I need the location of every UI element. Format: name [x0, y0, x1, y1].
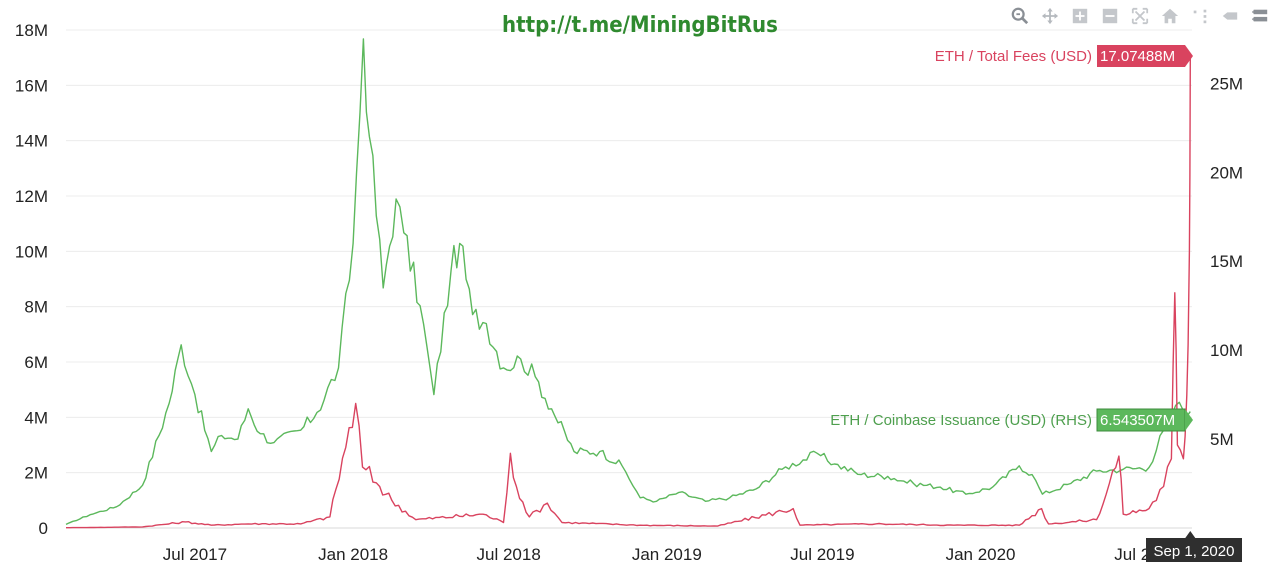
series-label-coinbase-issuance: ETH / Coinbase Issuance (USD) (RHS): [830, 412, 1092, 429]
left-tick-label: 16M: [15, 76, 48, 95]
watermark-text: http://t.me/MiningBitRus: [502, 13, 778, 38]
right-y-axis: 5M 10M 15M 20M 25M: [1210, 74, 1243, 449]
right-tick-label: 25M: [1210, 74, 1243, 93]
x-tick-label: Jul 2017: [163, 545, 227, 564]
hover-compare-icon[interactable]: [1250, 6, 1270, 26]
left-tick-label: 6M: [24, 353, 48, 372]
issuance-value-text: 6.543507M: [1100, 412, 1175, 429]
series-line-coinbase-issuance[interactable]: [65, 38, 1191, 526]
left-y-axis: 0 2M 4M 6M 8M 10M 12M 14M 16M 18M: [15, 21, 48, 538]
left-tick-label: 18M: [15, 21, 48, 40]
hover-closest-icon[interactable]: [1220, 6, 1240, 26]
series-line-total-fees[interactable]: [66, 55, 1191, 529]
x-tick-label: Jul 2018: [477, 545, 541, 564]
left-tick-label: 12M: [15, 187, 48, 206]
reset-axes-icon[interactable]: [1160, 6, 1180, 26]
spike-lines-icon[interactable]: [1190, 6, 1210, 26]
pan-icon[interactable]: [1040, 6, 1060, 26]
series-labels: ETH / Total Fees (USD) 17.07488M ETH / Coi…: [830, 45, 1242, 562]
zoom-out-icon[interactable]: [1100, 6, 1120, 26]
x-tick-label: Jan 2018: [318, 545, 388, 564]
x-tick-label: Jan 2019: [632, 545, 702, 564]
hover-date-text: Sep 1, 2020: [1154, 543, 1235, 560]
hover-date-badge: [1146, 538, 1242, 562]
left-tick-label: 2M: [24, 464, 48, 483]
left-tick-label: 0: [39, 519, 48, 538]
fees-badge-pointer: [1185, 45, 1193, 67]
x-tick-label: Jul 2019: [790, 545, 854, 564]
hover-date-pointer: [1185, 531, 1196, 538]
right-tick-label: 20M: [1210, 163, 1243, 182]
x-axis: Jul 2017 Jan 2018 Jul 2018 Jan 2019 Jul 2019…: [163, 545, 1160, 564]
zoom-in-icon[interactable]: [1070, 6, 1090, 26]
left-tick-label: 8M: [24, 298, 48, 317]
right-tick-label: 5M: [1210, 430, 1234, 449]
series-label-total-fees: ETH / Total Fees (USD): [935, 48, 1092, 65]
gridlines: [66, 29, 1192, 529]
x-tick-label: Jan 2020: [946, 545, 1016, 564]
zoom-icon[interactable]: [1010, 6, 1030, 26]
right-tick-label: 15M: [1210, 252, 1243, 271]
plot-toolbar: [1010, 6, 1270, 26]
fees-value-text: 17.07488M: [1100, 48, 1175, 65]
autoscale-icon[interactable]: [1130, 6, 1150, 26]
left-tick-label: 14M: [15, 132, 48, 151]
fees-value-badge: [1097, 45, 1185, 67]
right-tick-label: 10M: [1210, 341, 1243, 360]
left-tick-label: 10M: [15, 242, 48, 261]
issuance-badge-pointer: [1185, 409, 1193, 431]
left-tick-label: 4M: [24, 408, 48, 427]
series-layer: [65, 38, 1191, 529]
